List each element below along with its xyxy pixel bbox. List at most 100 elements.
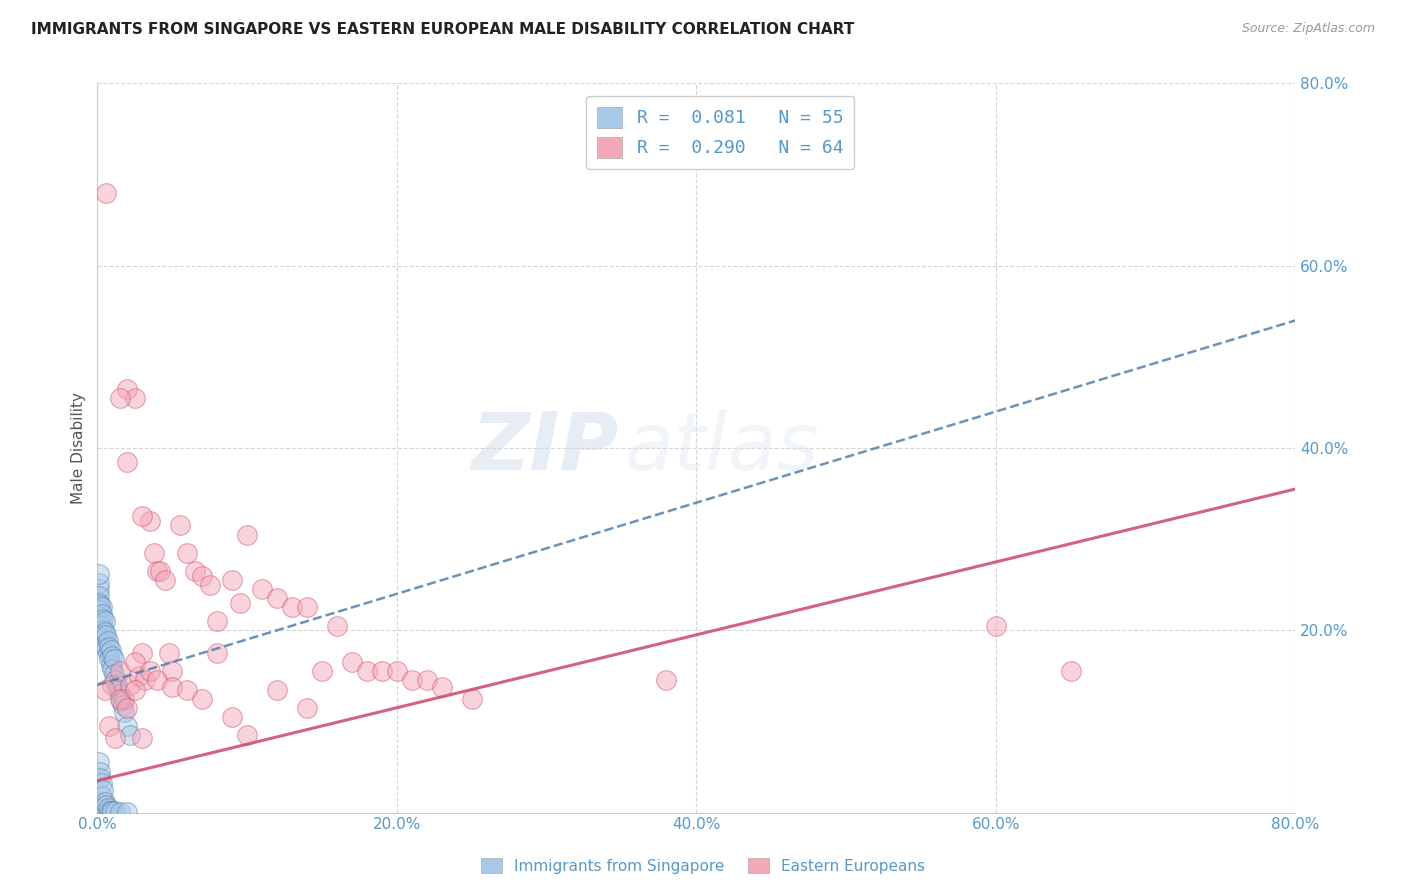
Point bbox=[108, 691, 131, 706]
Point bbox=[101, 804, 124, 818]
Point bbox=[356, 665, 378, 679]
Point bbox=[93, 624, 115, 638]
Point bbox=[221, 710, 243, 724]
Point bbox=[117, 455, 139, 469]
Point bbox=[236, 527, 259, 541]
Point bbox=[250, 582, 273, 597]
Point bbox=[98, 804, 121, 818]
Point bbox=[108, 391, 131, 405]
Point bbox=[295, 700, 318, 714]
Point bbox=[371, 665, 394, 679]
Point bbox=[139, 514, 162, 528]
Point bbox=[655, 673, 678, 688]
Point bbox=[90, 776, 112, 790]
Point bbox=[266, 591, 288, 606]
Point bbox=[103, 652, 125, 666]
Point bbox=[94, 637, 117, 651]
Point bbox=[146, 564, 169, 578]
Point bbox=[160, 665, 183, 679]
Point bbox=[101, 661, 124, 675]
Point bbox=[205, 614, 228, 628]
Legend: Immigrants from Singapore, Eastern Europeans: Immigrants from Singapore, Eastern Europ… bbox=[475, 852, 931, 880]
Point bbox=[120, 728, 142, 742]
Point bbox=[183, 564, 205, 578]
Point bbox=[311, 665, 333, 679]
Point bbox=[94, 614, 117, 628]
Point bbox=[228, 596, 250, 610]
Point bbox=[191, 691, 214, 706]
Point bbox=[131, 646, 153, 660]
Point bbox=[124, 655, 146, 669]
Point bbox=[281, 600, 304, 615]
Point bbox=[198, 577, 221, 591]
Point bbox=[87, 756, 110, 770]
Point bbox=[1060, 665, 1083, 679]
Point bbox=[160, 680, 183, 694]
Point bbox=[191, 568, 214, 582]
Point bbox=[176, 682, 198, 697]
Point bbox=[108, 665, 131, 679]
Point bbox=[110, 694, 132, 708]
Point bbox=[87, 566, 110, 581]
Point bbox=[87, 589, 110, 603]
Text: ZIP: ZIP bbox=[471, 409, 619, 487]
Point bbox=[236, 728, 259, 742]
Point bbox=[112, 706, 135, 720]
Point bbox=[104, 731, 127, 745]
Point bbox=[295, 600, 318, 615]
Point bbox=[100, 657, 122, 672]
Point bbox=[120, 678, 142, 692]
Text: Source: ZipAtlas.com: Source: ZipAtlas.com bbox=[1241, 22, 1375, 36]
Point bbox=[984, 618, 1007, 632]
Point bbox=[104, 673, 127, 688]
Point bbox=[93, 782, 115, 797]
Point bbox=[401, 673, 423, 688]
Point bbox=[105, 678, 128, 692]
Point bbox=[97, 634, 120, 648]
Point bbox=[96, 798, 118, 813]
Point bbox=[101, 648, 124, 663]
Point bbox=[98, 719, 121, 733]
Point bbox=[143, 546, 166, 560]
Point bbox=[98, 640, 121, 654]
Point bbox=[107, 682, 129, 697]
Point bbox=[89, 771, 111, 785]
Point bbox=[169, 518, 191, 533]
Point bbox=[131, 731, 153, 745]
Point bbox=[87, 797, 110, 811]
Point bbox=[89, 603, 111, 617]
Point bbox=[134, 673, 156, 688]
Point bbox=[128, 669, 150, 683]
Point bbox=[416, 673, 439, 688]
Point bbox=[131, 509, 153, 524]
Point bbox=[93, 628, 115, 642]
Point bbox=[96, 628, 118, 642]
Point bbox=[385, 665, 408, 679]
Point bbox=[108, 687, 131, 701]
Point bbox=[94, 625, 117, 640]
Point bbox=[112, 691, 135, 706]
Point bbox=[205, 646, 228, 660]
Point bbox=[101, 678, 124, 692]
Point bbox=[87, 596, 110, 610]
Text: atlas: atlas bbox=[624, 409, 820, 487]
Point bbox=[430, 680, 453, 694]
Point bbox=[117, 805, 139, 819]
Point bbox=[87, 575, 110, 590]
Point bbox=[89, 764, 111, 779]
Point bbox=[157, 646, 180, 660]
Point bbox=[90, 618, 112, 632]
Point bbox=[108, 805, 131, 819]
Point bbox=[87, 582, 110, 597]
Point bbox=[100, 804, 122, 818]
Point bbox=[149, 564, 172, 578]
Point bbox=[97, 646, 120, 660]
Point bbox=[94, 682, 117, 697]
Point bbox=[117, 382, 139, 396]
Point bbox=[97, 801, 120, 815]
Point bbox=[124, 682, 146, 697]
Point bbox=[153, 573, 176, 587]
Point bbox=[326, 618, 349, 632]
Point bbox=[221, 573, 243, 587]
Point bbox=[93, 612, 115, 626]
